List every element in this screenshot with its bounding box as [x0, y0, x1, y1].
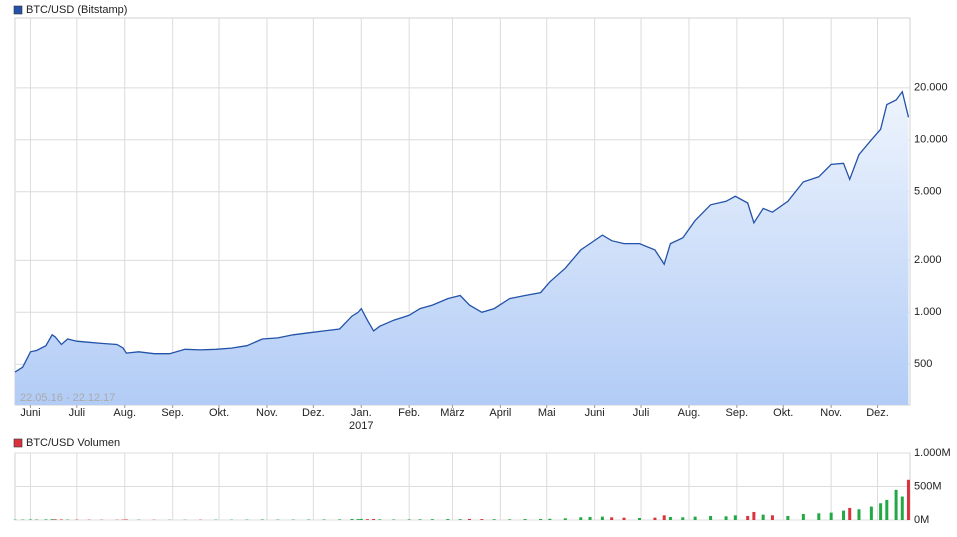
y-tick-label: 2.000 [914, 254, 942, 266]
x-tick-label: März [440, 407, 464, 419]
volume-bar [523, 519, 527, 520]
volume-bar [746, 515, 750, 520]
volume-bar [28, 519, 32, 520]
volume-bar [662, 515, 666, 520]
volume-bar [724, 516, 728, 520]
volume-bar [359, 518, 363, 520]
volume-bar [467, 518, 471, 520]
volume-bar [53, 519, 57, 520]
volume-bar [637, 517, 641, 520]
volume-bar [693, 516, 697, 520]
x-tick-label: Dez. [302, 407, 325, 419]
x-tick-label: Sep. [726, 407, 749, 419]
y-tick-label: 10.000 [914, 134, 948, 146]
x-tick-label: Okt. [209, 407, 229, 419]
x-tick-label: Aug. [113, 407, 136, 419]
volume-bar [392, 519, 396, 520]
volume-bar [372, 518, 376, 520]
volume-bar [563, 518, 567, 520]
x-tick-label: Aug. [678, 407, 701, 419]
volume-bar [260, 519, 264, 520]
volume-bar [733, 515, 737, 520]
volume-bar [622, 517, 626, 520]
volume-bar [418, 519, 422, 520]
y-tick-label: 500 [914, 358, 932, 370]
legend-label: BTC/USD Volumen [26, 437, 120, 449]
volume-bar [879, 503, 883, 520]
price-line [14, 90, 910, 373]
volume-bar [124, 519, 128, 520]
volume-bar [817, 513, 821, 520]
volume-bar [365, 519, 369, 520]
x-tick-label: Juni [585, 407, 605, 419]
volume-bar [848, 507, 852, 520]
volume-bar [407, 519, 411, 520]
volume-bar [356, 519, 360, 520]
volume-bar [681, 517, 685, 520]
volume-bar [588, 516, 592, 520]
y-tick-label: 500M [914, 480, 942, 492]
x-tick-label: Dez. [866, 407, 889, 419]
legend-swatch [13, 5, 23, 15]
x-year-label: 2017 [349, 420, 373, 432]
volume-bar [430, 519, 434, 520]
date-range: 22.05.16 - 22.12.17 [20, 392, 115, 404]
volume-bar [900, 496, 904, 520]
y-tick-label: 20.000 [914, 82, 948, 94]
volume-bar [350, 518, 354, 520]
legend-label: BTC/USD (Bitstamp) [26, 4, 127, 16]
legend-swatch [13, 438, 23, 448]
y-tick-label: 1.000 [914, 306, 942, 318]
volume-bar [885, 499, 889, 520]
area-fill [15, 91, 909, 405]
volume-bar [378, 519, 382, 520]
x-tick-label: Jan. [351, 407, 372, 419]
volume-bar [761, 514, 765, 520]
volume-bar [338, 519, 342, 520]
y-tick-label: 1.000M [914, 447, 951, 459]
volume-bar [59, 519, 63, 520]
volume-bar [752, 511, 756, 520]
volume-bar [770, 515, 774, 520]
volume-bar [709, 515, 713, 520]
volume-bar [458, 519, 462, 520]
volume-bar [894, 489, 898, 520]
volume-bar [548, 518, 552, 520]
volume-bar [842, 510, 846, 520]
volume-bar [322, 519, 326, 520]
x-tick-label: Okt. [773, 407, 793, 419]
volume-bar [446, 519, 450, 520]
volume-bar [906, 479, 910, 520]
x-tick-label: Feb. [398, 407, 420, 419]
volume-bar [50, 519, 54, 520]
x-tick-label: April [489, 407, 511, 419]
x-tick-label: Juni [20, 407, 40, 419]
volume-bar [857, 509, 861, 520]
x-tick-label: Nov. [256, 407, 278, 419]
x-tick-label: Mai [538, 407, 556, 419]
volume-bar [539, 518, 543, 520]
volume-bar [508, 519, 512, 520]
y-tick-label: 5.000 [914, 186, 942, 198]
volume-bar [786, 515, 790, 520]
x-tick-label: Juli [633, 407, 650, 419]
volume-bar [579, 517, 583, 520]
volume-bar [653, 517, 657, 520]
volume-bar [829, 512, 833, 520]
volume-bar [668, 516, 672, 520]
volume-bar [610, 517, 614, 520]
y-tick-label: 0M [914, 514, 929, 526]
volume-bar [869, 506, 873, 520]
volume-bar [600, 516, 604, 520]
x-tick-label: Sep. [161, 407, 184, 419]
volume-bar [801, 513, 805, 520]
x-tick-label: Nov. [820, 407, 842, 419]
volume-bar [480, 519, 484, 520]
volume-bar [44, 519, 48, 520]
x-tick-label: Juli [69, 407, 86, 419]
volume-bar [492, 519, 496, 520]
